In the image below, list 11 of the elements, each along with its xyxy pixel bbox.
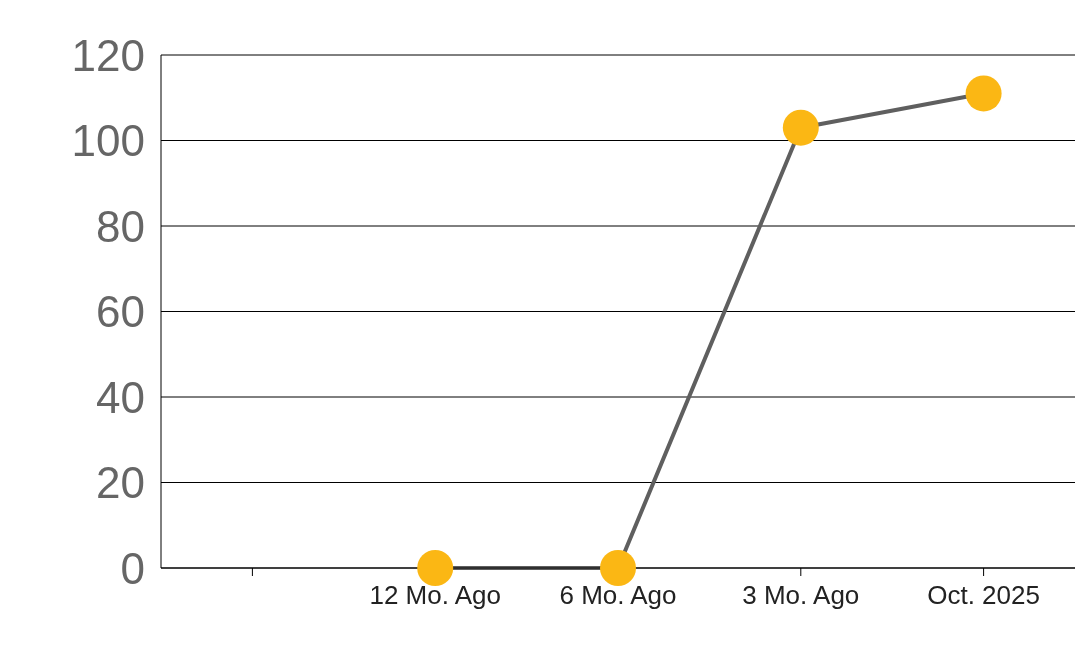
x-tick-label: Oct. 2025	[927, 580, 1040, 611]
x-tick-label: 6 Mo. Ago	[559, 580, 677, 611]
x-tick-label: 12 Mo. Ago	[369, 580, 501, 611]
y-tick-label: 60	[96, 287, 145, 337]
y-tick-label: 120	[71, 30, 145, 80]
y-tick-label: 40	[96, 372, 145, 422]
y-tick-label: 100	[71, 116, 145, 166]
y-tick-label: 80	[96, 201, 145, 251]
y-tick-label: 20	[96, 458, 145, 508]
x-tick-label: 3 Mo. Ago	[742, 580, 860, 611]
y-tick-label: 0	[120, 543, 145, 593]
